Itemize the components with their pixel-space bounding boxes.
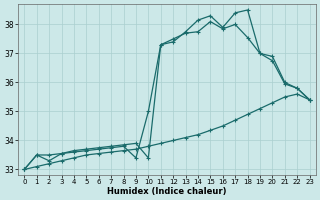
X-axis label: Humidex (Indice chaleur): Humidex (Indice chaleur) <box>107 187 227 196</box>
